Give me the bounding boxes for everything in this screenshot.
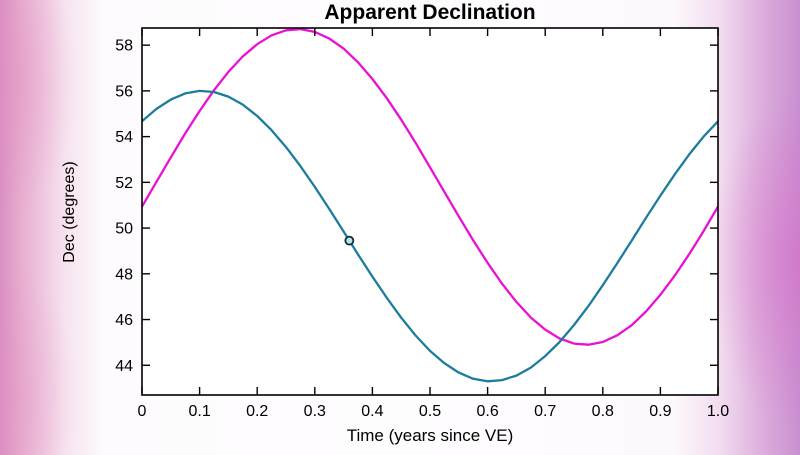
chart-title: Apparent Declination	[324, 1, 535, 24]
x-tick-label: 0.8	[592, 403, 614, 420]
x-tick-label: 0.5	[419, 403, 441, 420]
x-tick-label: 0.7	[534, 403, 556, 420]
x-tick-label: 0.9	[649, 403, 671, 420]
x-tick-label: 0.6	[476, 403, 498, 420]
y-tick-label: 48	[115, 266, 133, 283]
x-tick-label: 0	[138, 403, 147, 420]
teal-declination-curve	[142, 89, 718, 383]
x-axis-label: Time (years since VE)	[347, 426, 514, 445]
y-tick-label: 46	[115, 312, 133, 329]
y-tick-label: 54	[115, 129, 133, 146]
y-axis-label: Dec (degrees)	[61, 161, 78, 262]
x-tick-label: 0.2	[246, 403, 268, 420]
magenta-declination-curve	[142, 28, 718, 346]
x-tick-label: 0.1	[188, 403, 210, 420]
x-tick-label: 0.4	[361, 403, 383, 420]
plot-background	[142, 28, 718, 395]
y-tick-label: 44	[115, 358, 133, 375]
y-tick-label: 52	[115, 175, 133, 192]
x-tick-label: 1.0	[707, 403, 729, 420]
y-tick-label: 50	[115, 221, 133, 238]
x-tick-label: 0.3	[304, 403, 326, 420]
y-tick-label: 56	[115, 83, 133, 100]
data-point-marker	[344, 235, 355, 246]
y-tick-label: 58	[115, 38, 133, 55]
